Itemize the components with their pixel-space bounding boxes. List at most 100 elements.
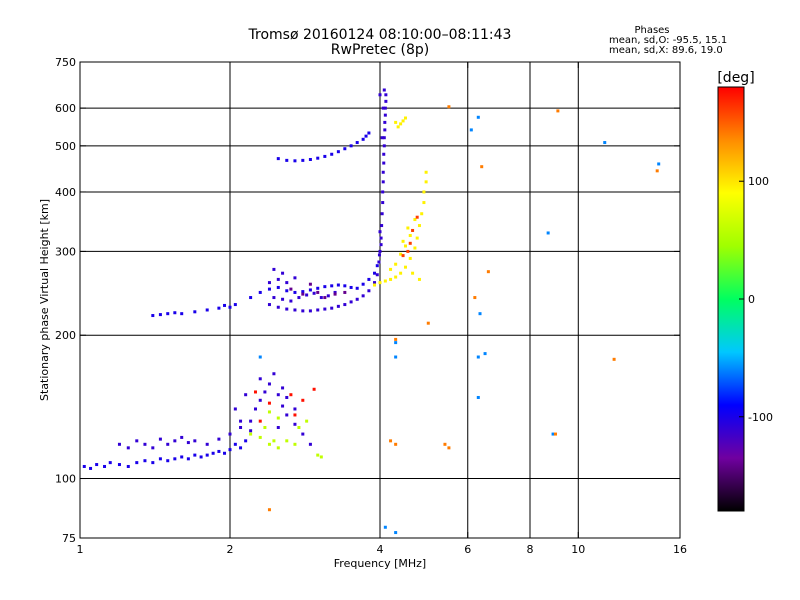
x-tick-label: 4 bbox=[377, 543, 384, 556]
data-point bbox=[546, 231, 550, 235]
data-point bbox=[126, 446, 130, 450]
chart-title: Tromsø 20160124 08:10:00–08:11:43 bbox=[248, 27, 512, 43]
data-point bbox=[186, 457, 190, 461]
data-point bbox=[308, 157, 312, 161]
data-point bbox=[301, 290, 305, 294]
phases-x-stats: mean, sd,X: 89.6, 19.0 bbox=[609, 45, 723, 56]
data-point bbox=[343, 303, 347, 307]
data-point bbox=[330, 284, 334, 288]
data-points bbox=[82, 88, 661, 535]
data-point bbox=[336, 304, 340, 308]
data-point bbox=[378, 281, 382, 285]
data-point bbox=[373, 281, 377, 285]
data-point bbox=[217, 306, 221, 310]
y-tick-label: 750 bbox=[55, 56, 76, 69]
data-point bbox=[383, 120, 387, 124]
data-point bbox=[293, 422, 297, 426]
data-point bbox=[258, 435, 262, 439]
data-point bbox=[276, 446, 280, 450]
data-point bbox=[272, 372, 276, 376]
data-point bbox=[239, 419, 243, 423]
y-tick-label: 500 bbox=[55, 140, 76, 153]
data-point bbox=[312, 291, 316, 295]
data-point bbox=[401, 254, 405, 258]
data-point bbox=[323, 285, 327, 289]
data-point bbox=[301, 158, 305, 162]
data-point bbox=[319, 296, 323, 300]
data-point bbox=[126, 464, 130, 468]
data-point bbox=[267, 401, 271, 405]
data-point bbox=[406, 249, 410, 253]
data-point bbox=[381, 170, 385, 174]
data-point bbox=[367, 289, 371, 293]
data-point bbox=[233, 442, 237, 446]
data-point bbox=[158, 437, 162, 441]
data-point bbox=[378, 249, 382, 253]
data-point bbox=[382, 136, 386, 140]
data-point bbox=[281, 271, 285, 275]
y-tick-label: 100 bbox=[55, 473, 76, 486]
data-point bbox=[383, 128, 387, 132]
data-point bbox=[301, 398, 305, 402]
data-point bbox=[305, 293, 309, 297]
data-point bbox=[349, 285, 353, 289]
data-point bbox=[289, 299, 293, 303]
data-point bbox=[89, 466, 93, 470]
data-point bbox=[319, 455, 323, 459]
data-point bbox=[612, 357, 616, 361]
data-point bbox=[285, 281, 289, 285]
data-point bbox=[420, 212, 424, 216]
data-point bbox=[551, 432, 555, 436]
data-point bbox=[211, 451, 215, 455]
data-point bbox=[443, 442, 447, 446]
data-point bbox=[249, 432, 253, 436]
data-point bbox=[249, 419, 253, 423]
data-point bbox=[476, 395, 480, 399]
data-point bbox=[293, 159, 297, 163]
x-tick-label: 1 bbox=[77, 543, 84, 556]
data-point bbox=[258, 377, 262, 381]
data-point bbox=[217, 449, 221, 453]
data-point bbox=[553, 432, 557, 436]
data-point bbox=[117, 442, 121, 446]
data-point bbox=[394, 341, 398, 345]
data-point bbox=[193, 439, 197, 443]
data-point bbox=[285, 395, 289, 399]
y-tick-label: 400 bbox=[55, 186, 76, 199]
data-point bbox=[364, 134, 368, 138]
data-point bbox=[95, 463, 99, 467]
grid-lines bbox=[80, 62, 680, 538]
data-point bbox=[367, 277, 371, 281]
colorbar-label: [deg] bbox=[717, 70, 754, 86]
data-point bbox=[267, 281, 271, 285]
data-point bbox=[422, 190, 426, 194]
x-tick-label: 8 bbox=[527, 543, 534, 556]
colorbar-tick-label: 0 bbox=[748, 293, 755, 306]
data-point bbox=[272, 296, 276, 300]
data-point bbox=[193, 310, 197, 314]
data-point bbox=[603, 141, 607, 145]
data-point bbox=[381, 190, 385, 194]
data-point bbox=[308, 282, 312, 286]
data-point bbox=[424, 180, 428, 184]
data-point bbox=[173, 311, 177, 315]
data-point bbox=[308, 288, 312, 292]
data-point bbox=[377, 253, 381, 257]
data-point bbox=[411, 228, 415, 232]
data-point bbox=[267, 410, 271, 414]
data-point bbox=[193, 453, 197, 457]
data-point bbox=[343, 290, 347, 294]
data-point bbox=[244, 439, 248, 443]
data-point bbox=[394, 442, 398, 446]
data-point bbox=[205, 453, 209, 457]
data-point bbox=[403, 244, 407, 248]
data-point bbox=[378, 230, 382, 234]
data-point bbox=[276, 393, 280, 397]
data-point bbox=[143, 442, 147, 446]
data-point bbox=[301, 309, 305, 313]
y-axis-label: Stationary phase Virtual Height [km] bbox=[38, 199, 51, 401]
data-point bbox=[381, 180, 385, 184]
data-point bbox=[293, 308, 297, 312]
data-point bbox=[293, 413, 297, 417]
